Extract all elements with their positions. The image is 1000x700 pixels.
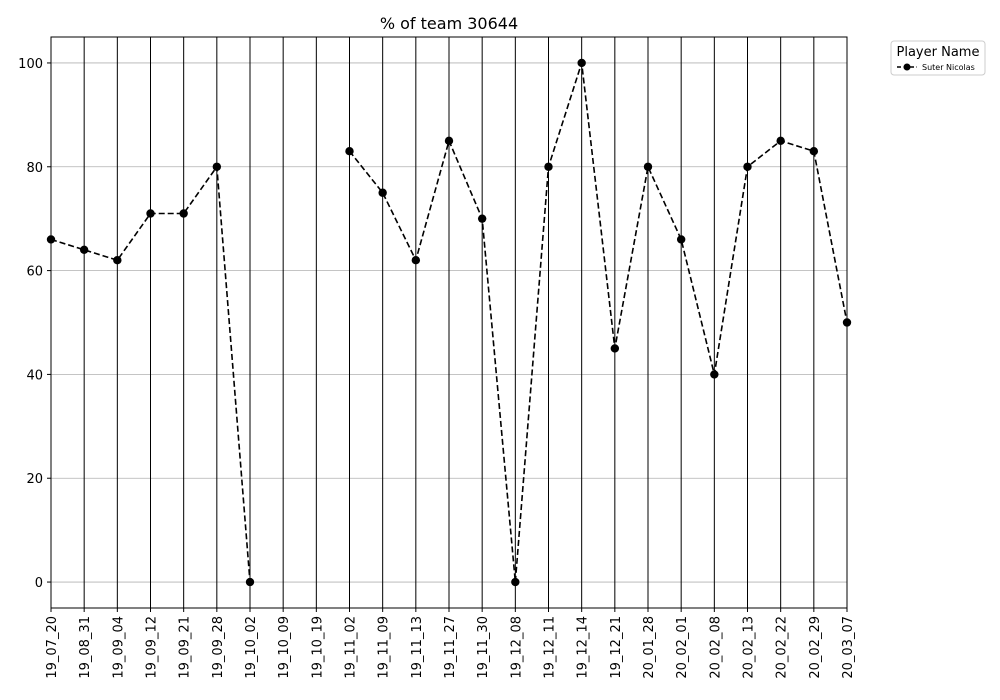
x-tick-label-20_03_07: 20_03_07 [841, 616, 856, 679]
data-point-19_09_21 [179, 209, 188, 218]
x-tick-label-19_10_02: 19_10_02 [244, 616, 259, 679]
y-tick-label-20: 20 [26, 472, 43, 487]
legend-title: Player Name [897, 45, 980, 60]
y-tick-label-60: 60 [26, 265, 43, 280]
data-point-19_12_14 [577, 58, 586, 68]
x-tick-label-20_02_22: 20_02_22 [775, 616, 790, 679]
data-point-19_12_21 [610, 344, 620, 353]
x-tick-label-19_11_09: 19_11_09 [377, 616, 392, 679]
data-point-19_11_09 [378, 188, 387, 197]
x-tick-label-19_08_31: 19_08_31 [78, 616, 93, 679]
x-tick-label-19_12_14: 19_12_14 [576, 616, 591, 679]
data-point-20_02_22 [776, 136, 785, 146]
data-point-20_02_13 [743, 162, 752, 171]
x-tick-label-19_09_21: 19_09_21 [178, 616, 193, 679]
data-point-19_09_28 [212, 162, 222, 171]
x-tick-label-20_02_29: 20_02_29 [808, 616, 823, 679]
x-axis: 19_07_20 19_08_31 19_09_04 19_09_12 19_09_21… [45, 608, 856, 679]
x-tick-label-19_11_13: 19_11_13 [410, 616, 425, 679]
legend-marker [903, 63, 911, 71]
y-tick-label-0: 0 [35, 576, 43, 591]
data-point-20_02_08 [710, 370, 719, 379]
chart-title: % of team 30644 [380, 14, 518, 33]
x-tick-label-19_10_09: 19_10_09 [277, 616, 292, 679]
x-tick-label-20_02_01: 20_02_01 [675, 616, 690, 679]
vertical-lines-layer [50, 37, 848, 608]
x-tick-label-19_12_08: 19_12_08 [509, 616, 524, 679]
data-point-20_02_01 [676, 235, 686, 244]
data-point-19_11_27 [444, 136, 454, 146]
data-point-19_12_08 [511, 577, 520, 587]
x-tick-label-20_02_13: 20_02_13 [742, 616, 757, 679]
data-point-19_09_04 [113, 256, 122, 265]
x-tick-label-19_09_28: 19_09_28 [211, 616, 226, 679]
y-tick-label-100: 100 [18, 57, 43, 72]
data-point-19_11_02 [345, 147, 354, 156]
series-layer [46, 58, 852, 587]
legend: Player Name Suter Nicolas [890, 40, 986, 76]
x-tick-label-19_09_04: 19_09_04 [111, 616, 126, 679]
data-point-19_08_31 [79, 245, 89, 255]
data-point-19_11_13 [411, 256, 421, 265]
x-tick-label-19_09_12: 19_09_12 [145, 616, 160, 679]
x-tick-label-19_11_02: 19_11_02 [344, 616, 359, 679]
series-line-segment-1 [348, 62, 848, 583]
x-tick-label-19_12_21: 19_12_21 [609, 616, 624, 679]
legend-box [890, 40, 986, 76]
x-tick-label-19_10_19: 19_10_19 [310, 616, 325, 679]
data-point-20_02_29 [809, 147, 819, 156]
x-tick-label-19_12_11: 19_12_11 [543, 616, 558, 679]
x-tick-label-19_07_20: 19_07_20 [45, 616, 60, 679]
x-tick-label-19_11_30: 19_11_30 [476, 616, 491, 679]
x-tick-label-19_11_27: 19_11_27 [443, 616, 458, 679]
data-point-20_01_28 [643, 162, 653, 171]
legend-entry-label: Suter Nicolas [922, 63, 975, 72]
data-point-19_12_11 [544, 162, 553, 171]
y-tick-label-40: 40 [26, 368, 43, 383]
x-tick-label-20_01_28: 20_01_28 [642, 616, 657, 679]
data-point-19_09_12 [146, 209, 155, 218]
data-point-19_11_30 [477, 214, 487, 223]
y-axis: 0 20 40 60 80 100 [18, 57, 51, 591]
y-tick-label-80: 80 [26, 161, 43, 176]
x-tick-label-20_02_08: 20_02_08 [708, 616, 723, 679]
data-point-19_10_02 [245, 577, 255, 587]
